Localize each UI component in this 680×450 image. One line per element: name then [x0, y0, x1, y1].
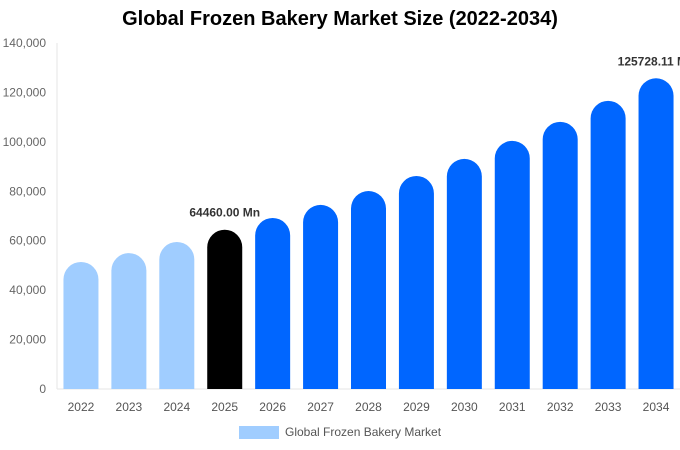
y-tick-label: 40,000 [9, 283, 46, 297]
x-tick-label: 2024 [163, 400, 190, 414]
x-tick-label: 2033 [595, 400, 622, 414]
x-tick-label: 2023 [116, 400, 143, 414]
bar-2023 [111, 253, 147, 389]
y-tick-label: 20,000 [9, 333, 46, 347]
bar-2029 [398, 175, 434, 389]
y-tick-label: 60,000 [9, 234, 46, 248]
y-tick-label: 120,000 [3, 85, 47, 99]
bar-2022 [63, 261, 99, 389]
chart-title: Global Frozen Bakery Market Size (2022-2… [122, 8, 558, 30]
y-tick-label: 80,000 [9, 184, 46, 198]
bar-2033 [590, 100, 626, 390]
x-tick-label: 2032 [547, 400, 574, 414]
legend-swatch [239, 425, 279, 439]
bar-2034 [638, 78, 674, 389]
bar-2030 [446, 158, 482, 389]
y-tick-label: 140,000 [3, 36, 47, 50]
x-tick-label: 2034 [643, 400, 670, 414]
data-label: 64460.00 Mn [189, 206, 260, 220]
x-tick-label: 2029 [403, 400, 430, 414]
legend-label: Global Frozen Bakery Market [285, 425, 442, 439]
y-tick-label: 100,000 [3, 135, 47, 149]
bar-2027 [303, 204, 339, 389]
x-tick-label: 2031 [499, 400, 526, 414]
x-tick-label: 2026 [259, 400, 286, 414]
data-label: 125728.11 Mn [618, 54, 680, 68]
bar-2024 [159, 241, 195, 389]
x-tick-label: 2022 [68, 400, 95, 414]
x-tick-label: 2027 [307, 400, 334, 414]
x-tick-label: 2030 [451, 400, 478, 414]
legend[interactable]: Global Frozen Bakery Market [239, 425, 441, 439]
bar-2026 [255, 217, 291, 389]
x-tick-label: 2025 [211, 400, 238, 414]
bar-2031 [494, 140, 530, 389]
y-tick-label: 0 [39, 382, 46, 396]
x-tick-label: 2028 [355, 400, 382, 414]
bar-2025 [207, 229, 243, 389]
bar-2028 [351, 191, 386, 389]
bar-2032 [542, 121, 578, 390]
